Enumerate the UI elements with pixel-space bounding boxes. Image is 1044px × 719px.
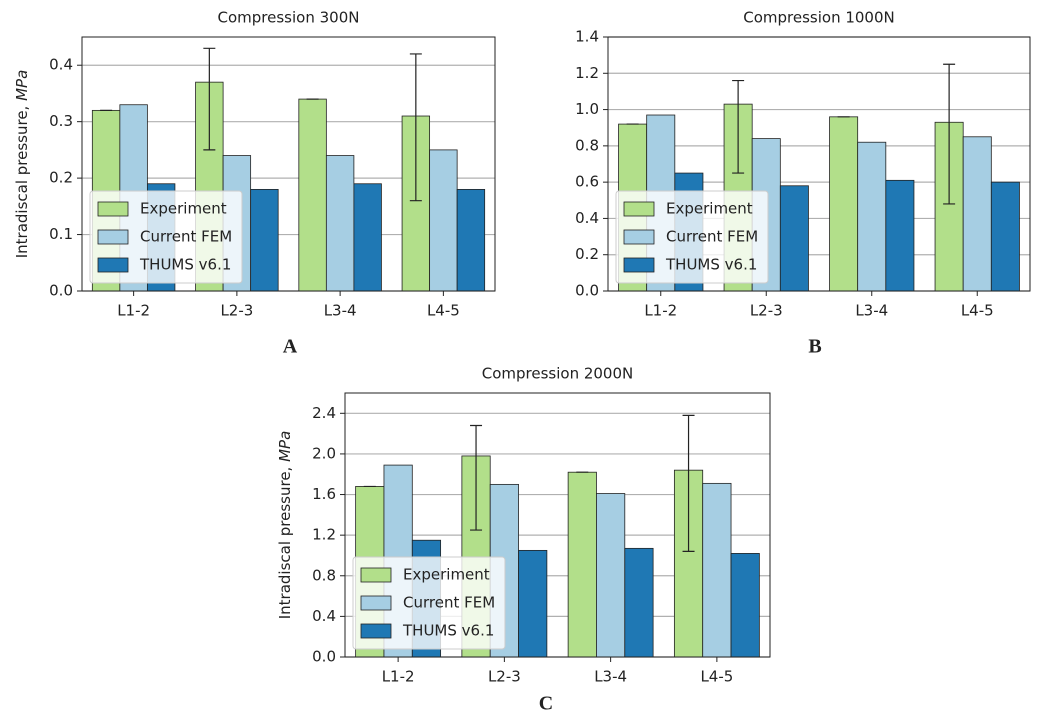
x-tick-label: L1-2 <box>382 668 415 686</box>
panel-label: A <box>283 336 298 358</box>
bar <box>962 136 992 292</box>
bar <box>298 98 327 292</box>
legend-label: Current FEM <box>666 228 758 246</box>
bar <box>779 185 809 292</box>
error-bar <box>682 414 695 552</box>
legend-label: Experiment <box>140 200 227 218</box>
bar <box>429 149 458 292</box>
legend-swatch <box>97 201 129 217</box>
panel-label: C <box>539 693 553 715</box>
x-tick-label: L3-4 <box>855 302 888 320</box>
y-tick-label: 0.3 <box>49 112 73 130</box>
legend-swatch <box>623 257 655 273</box>
x-tick-label: L3-4 <box>324 302 357 320</box>
y-tick-label: 1.0 <box>575 100 599 118</box>
y-axis-label-unit: MPa <box>276 431 294 462</box>
y-tick-label: 0.0 <box>49 282 73 300</box>
panel-label: B <box>808 336 821 358</box>
y-axis-label-text: Intradiscal pressure, <box>13 101 31 258</box>
legend-label: Experiment <box>666 200 753 218</box>
legend-swatch <box>97 257 129 273</box>
y-tick-label: 0.1 <box>49 225 73 243</box>
y-tick-label: 0.2 <box>575 245 599 263</box>
legend-label: THUMS v6.1 <box>665 256 757 274</box>
y-tick-label: 0.6 <box>575 173 599 191</box>
bar <box>567 471 597 658</box>
axes-frame <box>344 392 771 658</box>
error-bar <box>470 424 483 531</box>
y-axis-label-unit: MPa <box>13 70 31 101</box>
x-tick-label: L2-3 <box>488 668 521 686</box>
x-tick-label: L4-5 <box>700 668 733 686</box>
chart-title: Compression 2000N <box>482 365 634 383</box>
y-tick-label: 0.0 <box>575 282 599 300</box>
y-tick-label: 1.4 <box>575 28 599 46</box>
y-tick-label: 0.8 <box>575 136 599 154</box>
bar <box>325 155 355 292</box>
y-tick-label: 2.4 <box>312 404 336 422</box>
y-tick-label: 0.4 <box>49 56 73 74</box>
error-bar <box>409 53 422 202</box>
chart-title: Compression 1000N <box>743 9 895 27</box>
y-axis-label: Intradiscal pressure, MPa <box>13 70 31 259</box>
legend-swatch <box>360 623 392 639</box>
legend-swatch <box>97 229 129 245</box>
bar <box>596 493 626 658</box>
x-tick-label: L3-4 <box>594 668 627 686</box>
y-tick-label: 0.8 <box>312 566 336 584</box>
y-tick-label: 1.6 <box>312 485 336 503</box>
y-tick-label: 0.0 <box>312 648 336 666</box>
bar <box>518 549 548 658</box>
legend-label: Current FEM <box>140 228 232 246</box>
x-tick-label: L1-2 <box>117 302 150 320</box>
bar <box>250 188 279 292</box>
legend-label: THUMS v6.1 <box>402 622 494 640</box>
legend-swatch <box>623 229 655 245</box>
error-bar <box>943 63 956 205</box>
x-tick-label: L4-5 <box>427 302 460 320</box>
legend-swatch <box>623 201 655 217</box>
bar <box>624 547 654 658</box>
bar <box>857 141 887 292</box>
bar <box>702 482 732 658</box>
legend-label: Current FEM <box>403 594 495 612</box>
legend-label: Experiment <box>403 566 490 584</box>
y-tick-label: 1.2 <box>575 64 599 82</box>
legend-label: THUMS v6.1 <box>139 256 231 274</box>
bar <box>829 116 859 292</box>
y-tick-label: 0.4 <box>575 209 599 227</box>
bar <box>730 553 760 658</box>
x-tick-label: L4-5 <box>961 302 994 320</box>
axes-frame <box>81 36 496 292</box>
legend-swatch <box>360 595 392 611</box>
y-axis-label-text: Intradiscal pressure, <box>276 462 294 619</box>
y-axis-label: Intradiscal pressure, MPa <box>276 431 294 620</box>
y-tick-label: 0.4 <box>312 607 336 625</box>
x-tick-label: L1-2 <box>644 302 677 320</box>
chart-title: Compression 300N <box>218 9 360 27</box>
y-tick-label: 2.0 <box>312 444 336 462</box>
legend-swatch <box>360 567 392 583</box>
bar <box>353 183 382 292</box>
y-tick-label: 0.2 <box>49 169 73 187</box>
bar <box>885 179 915 292</box>
x-tick-label: L2-3 <box>220 302 253 320</box>
x-tick-label: L2-3 <box>750 302 783 320</box>
bar <box>990 181 1020 292</box>
error-bar <box>732 79 745 174</box>
bar <box>456 188 486 292</box>
y-tick-label: 1.2 <box>312 526 336 544</box>
axes-frame <box>607 36 1031 292</box>
error-bar <box>203 47 216 151</box>
